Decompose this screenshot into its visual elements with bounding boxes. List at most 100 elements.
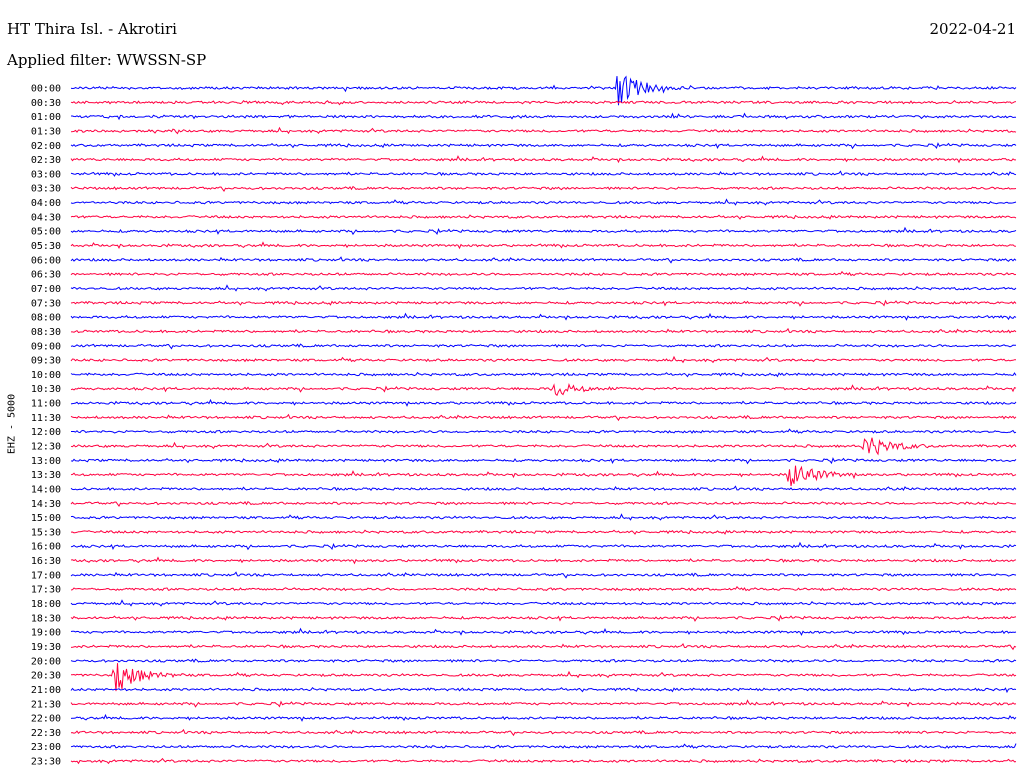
row-label: 22:00 bbox=[31, 714, 61, 725]
row-label: 04:30 bbox=[31, 212, 61, 223]
row-label: 01:30 bbox=[31, 126, 61, 137]
row-label: 15:00 bbox=[31, 513, 61, 524]
row-label: 00:30 bbox=[31, 98, 61, 109]
row-label: 17:00 bbox=[31, 570, 61, 581]
trace-row bbox=[70, 413, 1017, 422]
trace-row bbox=[70, 599, 1017, 607]
trace-row bbox=[70, 371, 1017, 378]
time-labels: 00:00 00:30 01:00 01:30 02:00 02:30 03:00 03:30… bbox=[31, 84, 61, 768]
row-label: 03:00 bbox=[31, 169, 61, 180]
row-label: 19:30 bbox=[31, 642, 61, 653]
trace-row bbox=[70, 75, 1017, 106]
trace-row bbox=[70, 571, 1017, 579]
row-label: 13:30 bbox=[31, 470, 61, 481]
record-date: 2022-04-21 bbox=[929, 20, 1016, 38]
row-label: 05:30 bbox=[31, 241, 61, 252]
row-label: 20:30 bbox=[31, 671, 61, 682]
trace-row bbox=[70, 757, 1017, 765]
trace-row bbox=[70, 457, 1017, 465]
row-label: 18:30 bbox=[31, 613, 61, 624]
row-label: 10:00 bbox=[31, 370, 61, 381]
row-label: 01:00 bbox=[31, 112, 61, 123]
trace-row bbox=[70, 541, 1017, 551]
row-label: 16:00 bbox=[31, 542, 61, 553]
trace-row bbox=[70, 398, 1017, 407]
trace-row bbox=[70, 99, 1017, 106]
trace-row bbox=[71, 663, 1017, 692]
row-label: 14:00 bbox=[31, 484, 61, 495]
row-label: 18:00 bbox=[31, 599, 61, 610]
row-label: 07:30 bbox=[31, 298, 61, 309]
trace-row bbox=[70, 686, 1017, 694]
row-label: 10:30 bbox=[31, 384, 61, 395]
trace-row bbox=[70, 699, 1017, 708]
row-label: 20:00 bbox=[31, 656, 61, 667]
trace-row bbox=[70, 500, 1017, 508]
trace-row bbox=[71, 112, 1017, 121]
trace-row bbox=[70, 614, 1017, 622]
station-title: HT Thira Isl. - Akrotiri bbox=[7, 20, 177, 38]
trace-row bbox=[70, 312, 1017, 321]
row-label: 23:30 bbox=[31, 757, 61, 768]
row-label: 05:00 bbox=[31, 227, 61, 238]
trace-row bbox=[70, 170, 1017, 177]
trace-row bbox=[70, 485, 1017, 492]
trace-row bbox=[70, 226, 1017, 236]
row-label: 21:00 bbox=[31, 685, 61, 696]
row-label: 08:30 bbox=[31, 327, 61, 338]
row-label: 13:00 bbox=[31, 456, 61, 467]
row-label: 09:00 bbox=[31, 341, 61, 352]
trace-row bbox=[70, 529, 1017, 535]
trace-row bbox=[70, 556, 1017, 565]
row-label: 16:30 bbox=[31, 556, 61, 567]
trace-row bbox=[70, 713, 1017, 722]
trace-row bbox=[70, 627, 1017, 636]
filter-label: Applied filter: WWSSN-SP bbox=[7, 51, 207, 69]
trace-row bbox=[70, 585, 1017, 592]
trace-row bbox=[70, 299, 1017, 307]
trace-row bbox=[70, 155, 1016, 164]
trace-row bbox=[70, 513, 1017, 521]
row-label: 17:30 bbox=[31, 585, 61, 596]
row-label: 02:30 bbox=[31, 155, 61, 166]
trace-row bbox=[71, 327, 1017, 334]
trace-row bbox=[70, 185, 1017, 193]
row-label: 04:00 bbox=[31, 198, 61, 209]
trace-row bbox=[70, 728, 1017, 737]
row-label: 06:00 bbox=[31, 255, 61, 266]
row-label: 03:30 bbox=[31, 184, 61, 195]
trace-row bbox=[70, 658, 1017, 663]
trace-row bbox=[70, 343, 1017, 350]
trace-row bbox=[70, 437, 1017, 456]
trace-row bbox=[71, 428, 1017, 434]
row-label: 11:00 bbox=[31, 399, 61, 410]
row-label: 19:00 bbox=[31, 628, 61, 639]
trace-row bbox=[70, 241, 1017, 250]
row-label: 12:00 bbox=[31, 427, 61, 438]
trace-row bbox=[70, 642, 1017, 651]
trace-row bbox=[70, 142, 1017, 150]
traces bbox=[70, 75, 1017, 765]
row-label: 08:00 bbox=[31, 313, 61, 324]
row-label: 21:30 bbox=[31, 699, 61, 710]
row-label: 22:30 bbox=[31, 728, 61, 739]
trace-row bbox=[70, 214, 1017, 220]
trace-row bbox=[70, 198, 1017, 206]
row-label: 12:30 bbox=[31, 442, 61, 453]
row-label: 06:30 bbox=[31, 270, 61, 281]
trace-row bbox=[70, 284, 1017, 292]
row-label: 23:00 bbox=[31, 742, 61, 753]
trace-row bbox=[70, 270, 1017, 277]
trace-row bbox=[70, 465, 1017, 487]
row-label: 02:00 bbox=[31, 141, 61, 152]
row-label: 09:30 bbox=[31, 356, 61, 367]
row-label: 07:00 bbox=[31, 284, 61, 295]
trace-row bbox=[70, 355, 1017, 364]
row-label: 14:30 bbox=[31, 499, 61, 510]
row-label: 00:00 bbox=[31, 84, 61, 95]
trace-row bbox=[70, 382, 1017, 397]
row-label: 15:30 bbox=[31, 527, 61, 538]
trace-row bbox=[70, 256, 1017, 264]
trace-row bbox=[70, 126, 1017, 135]
